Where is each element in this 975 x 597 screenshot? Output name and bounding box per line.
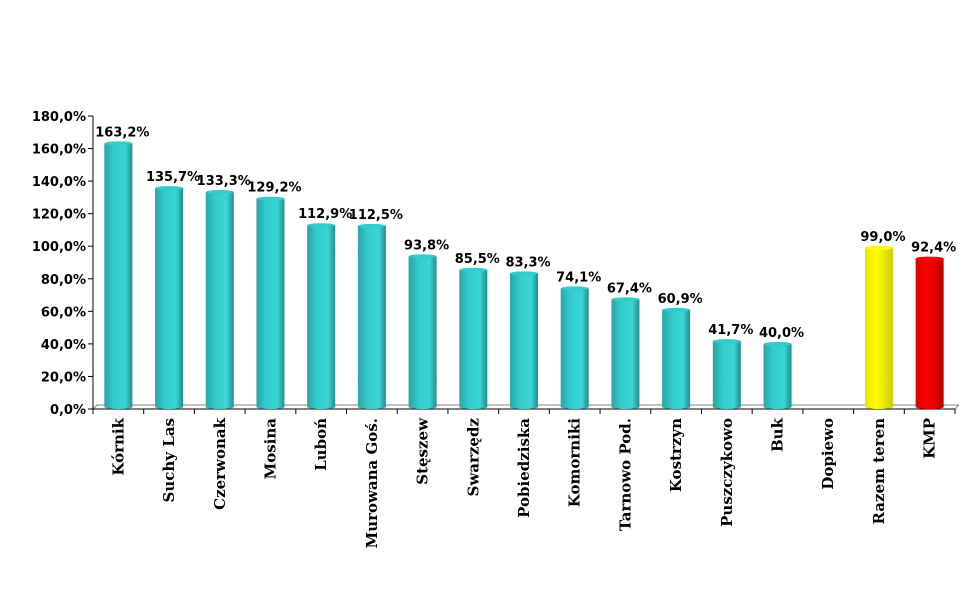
bar [915, 258, 944, 407]
y-tick-label: 0,0% [50, 403, 86, 418]
data-label: 85,5% [455, 252, 500, 267]
bar-base [205, 405, 234, 409]
y-tick-label: 180,0% [32, 110, 86, 125]
bar-top [357, 223, 386, 228]
y-tick-label: 80,0% [41, 273, 86, 288]
data-label: 41,7% [708, 323, 753, 338]
category-label: Komorniki [566, 418, 584, 507]
y-tick-label: 120,0% [32, 208, 86, 223]
bars [104, 141, 944, 409]
bar-top [510, 271, 538, 276]
category-label: Suchy Las [160, 418, 178, 502]
bar-base [712, 405, 741, 409]
bar [205, 192, 234, 407]
floor-left-line [92, 404, 98, 410]
bar-base [256, 405, 285, 409]
bar-top [915, 256, 944, 261]
bar-top [155, 186, 184, 191]
bar-top [104, 141, 133, 146]
bar [864, 247, 893, 407]
data-label: 92,4% [911, 241, 956, 256]
bar-top [256, 196, 285, 201]
data-label: 133,3% [197, 174, 251, 189]
data-label: 135,7% [146, 170, 200, 185]
category-label: Murowana Goś. [363, 418, 381, 548]
category-label: Mosina [261, 418, 279, 480]
data-label: 93,8% [404, 238, 449, 253]
bar-base [915, 405, 944, 409]
bar [560, 288, 589, 407]
category-label: Kórnik [109, 417, 127, 475]
floor-side-line [954, 404, 960, 410]
y-tick-label: 20,0% [41, 370, 86, 385]
labels: 163,2% Kórnik 135,7% Suchy Las 133,3% Czerwon… [95, 125, 956, 548]
y-tick-label: 40,0% [41, 338, 86, 353]
bar-base [459, 405, 488, 409]
bar [357, 225, 386, 407]
category-label: Buk [769, 417, 787, 452]
data-label: 112,9% [298, 207, 352, 222]
bar-base [560, 405, 589, 409]
bar-top [712, 339, 741, 344]
bar [662, 309, 691, 407]
y-tick-label: 160,0% [32, 143, 86, 158]
bar-top [864, 245, 893, 250]
category-label: KMP [921, 418, 939, 459]
y-tick-label: 140,0% [32, 175, 86, 190]
data-label: 83,3% [505, 255, 550, 270]
data-label: 163,2% [95, 125, 149, 140]
data-label: 74,1% [556, 270, 601, 285]
bar-base [864, 405, 893, 409]
category-label: Razem teren [870, 418, 888, 525]
y-tick-label: 100,0% [32, 240, 86, 255]
bar-base [662, 405, 691, 409]
data-label: 129,2% [247, 181, 301, 196]
bar [408, 256, 437, 407]
category-label: Puszczykowo [718, 418, 736, 527]
category-label: Czerwonak [211, 417, 229, 509]
category-label: Stęszew [414, 417, 432, 485]
bar [712, 341, 741, 407]
bar [104, 143, 133, 407]
category-label: Kostrzyn [667, 418, 685, 492]
bar-base [510, 405, 538, 409]
bar-base [307, 405, 336, 409]
bar-top [205, 190, 234, 195]
bar-base [408, 405, 437, 409]
bar [256, 198, 285, 407]
bar-top [560, 286, 589, 291]
data-label: 99,0% [860, 230, 905, 245]
bar-base [357, 405, 386, 409]
bar-top [662, 307, 691, 312]
bar [307, 225, 336, 407]
data-label: 60,9% [658, 292, 703, 307]
category-label: Luboń [312, 418, 330, 471]
category-label: Dopiewo [819, 418, 837, 490]
bar-top [611, 297, 640, 302]
category-label: Tarnowo Pod. [616, 418, 634, 531]
category-label: Swarzędz [464, 418, 482, 497]
bar-top [307, 223, 336, 228]
category-label: Pobiedziska [515, 418, 533, 518]
bar [763, 343, 792, 407]
bar-base [763, 405, 792, 409]
bar [155, 188, 184, 407]
bar [510, 273, 538, 407]
y-tick-label: 60,0% [41, 305, 86, 320]
bar-top [763, 341, 792, 346]
bar-base [104, 405, 133, 409]
bar-top [459, 267, 488, 272]
data-label: 112,5% [349, 208, 403, 223]
bar-base [611, 405, 640, 409]
bar [611, 299, 640, 407]
data-label: 40,0% [759, 326, 804, 341]
bar-top [408, 254, 437, 259]
data-label: 67,4% [607, 281, 652, 296]
bar-base [155, 405, 184, 409]
bar [459, 269, 488, 407]
